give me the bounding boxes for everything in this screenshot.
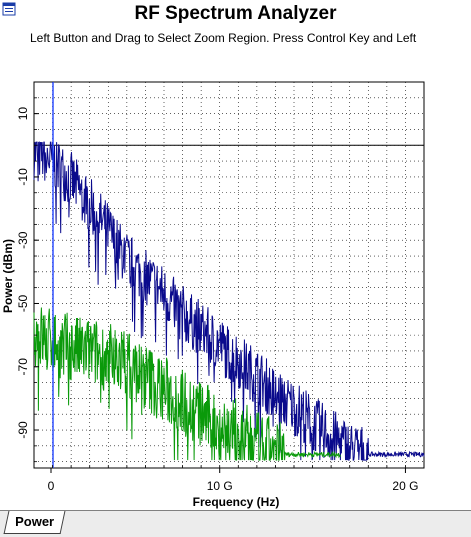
tab-power[interactable]: Power bbox=[3, 511, 66, 534]
chart-title: RF Spectrum Analyzer bbox=[134, 3, 337, 24]
zoom-instructions: Left Button and Drag to Select Zoom Regi… bbox=[30, 31, 417, 45]
x-tick-label: 20 G bbox=[392, 479, 418, 493]
tab-bar: Power bbox=[0, 510, 471, 537]
grid-layer bbox=[33, 81, 425, 469]
y-axis-label: Power (dBm) bbox=[1, 239, 15, 313]
tab-power-label: Power bbox=[15, 514, 55, 529]
y-tick-label: -50 bbox=[16, 295, 30, 313]
spectrum-analyzer-window-icon bbox=[2, 2, 16, 16]
y-tick-label: 10 bbox=[16, 107, 30, 121]
y-tick-label: -30 bbox=[16, 231, 30, 249]
axis-layer: 0 10 G 20 G 10 -10 -30 -50 -70 -90 bbox=[16, 97, 425, 493]
series-line-2 bbox=[33, 307, 341, 461]
y-tick-label: -70 bbox=[16, 358, 30, 376]
x-axis-label: Frequency (Hz) bbox=[193, 495, 280, 509]
x-tick-label: 0 bbox=[48, 479, 55, 493]
series-line-1 bbox=[33, 141, 425, 461]
y-tick-label: -90 bbox=[16, 421, 30, 439]
y-tick-label: -10 bbox=[16, 168, 30, 186]
series-layer bbox=[33, 82, 425, 468]
x-tick-label: 10 G bbox=[207, 479, 233, 493]
plot-frame bbox=[33, 81, 425, 469]
